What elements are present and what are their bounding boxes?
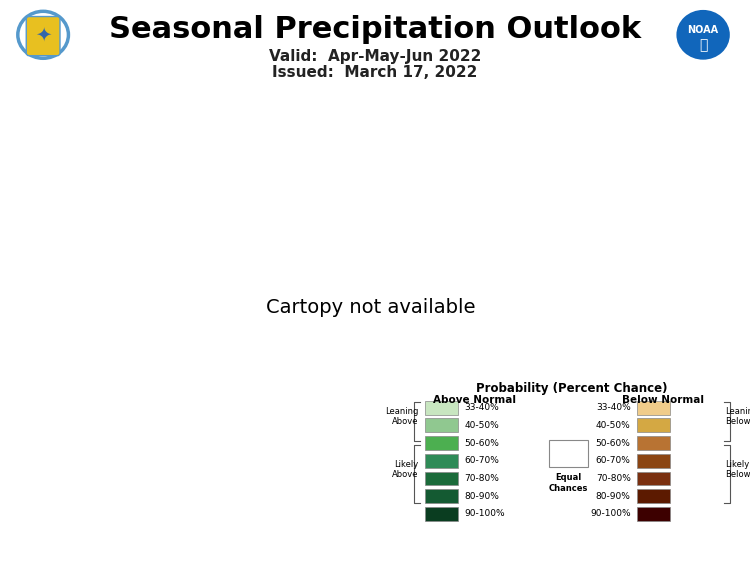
Text: 90-100%: 90-100% (590, 509, 631, 519)
FancyBboxPatch shape (425, 472, 458, 485)
FancyBboxPatch shape (637, 507, 670, 521)
Text: 50-60%: 50-60% (596, 438, 631, 448)
FancyBboxPatch shape (425, 401, 458, 415)
Text: Valid:  Apr-May-Jun 2022: Valid: Apr-May-Jun 2022 (268, 49, 482, 64)
Circle shape (678, 11, 728, 58)
Text: Cartopy not available: Cartopy not available (266, 298, 476, 317)
FancyBboxPatch shape (425, 507, 458, 521)
Text: Probability (Percent Chance): Probability (Percent Chance) (476, 382, 668, 394)
Text: 50-60%: 50-60% (464, 438, 499, 448)
FancyBboxPatch shape (637, 436, 670, 450)
FancyBboxPatch shape (637, 419, 670, 432)
Text: Issued:  March 17, 2022: Issued: March 17, 2022 (272, 65, 478, 80)
FancyBboxPatch shape (637, 472, 670, 485)
Text: 80-90%: 80-90% (596, 492, 631, 501)
Text: 70-80%: 70-80% (464, 474, 499, 483)
Text: 90-100%: 90-100% (464, 509, 505, 519)
FancyBboxPatch shape (637, 454, 670, 467)
Text: 40-50%: 40-50% (464, 421, 499, 430)
Text: Above Normal: Above Normal (433, 396, 515, 405)
Text: 60-70%: 60-70% (596, 456, 631, 465)
Text: Seasonal Precipitation Outlook: Seasonal Precipitation Outlook (109, 14, 641, 44)
Text: Leaning
Below: Leaning Below (725, 407, 750, 426)
Text: Below Normal: Below Normal (622, 396, 704, 405)
Text: 40-50%: 40-50% (596, 421, 631, 430)
Text: Likely
Below: Likely Below (725, 460, 750, 479)
Text: 70-80%: 70-80% (596, 474, 631, 483)
Text: 60-70%: 60-70% (464, 456, 499, 465)
FancyBboxPatch shape (549, 440, 588, 467)
Text: Equal
Chances: Equal Chances (549, 473, 588, 493)
FancyBboxPatch shape (425, 436, 458, 450)
Text: NOAA: NOAA (688, 24, 718, 35)
Text: 🐬: 🐬 (699, 38, 707, 52)
FancyBboxPatch shape (425, 454, 458, 467)
FancyBboxPatch shape (637, 489, 670, 503)
Text: 80-90%: 80-90% (464, 492, 499, 501)
Text: 33-40%: 33-40% (596, 403, 631, 412)
Text: Leaning
Above: Leaning Above (386, 407, 418, 426)
Text: Likely
Above: Likely Above (392, 460, 418, 479)
FancyBboxPatch shape (425, 489, 458, 503)
FancyBboxPatch shape (26, 17, 60, 56)
FancyBboxPatch shape (637, 401, 670, 415)
Text: 33-40%: 33-40% (464, 403, 499, 412)
Text: ✦: ✦ (35, 26, 51, 44)
FancyBboxPatch shape (425, 419, 458, 432)
